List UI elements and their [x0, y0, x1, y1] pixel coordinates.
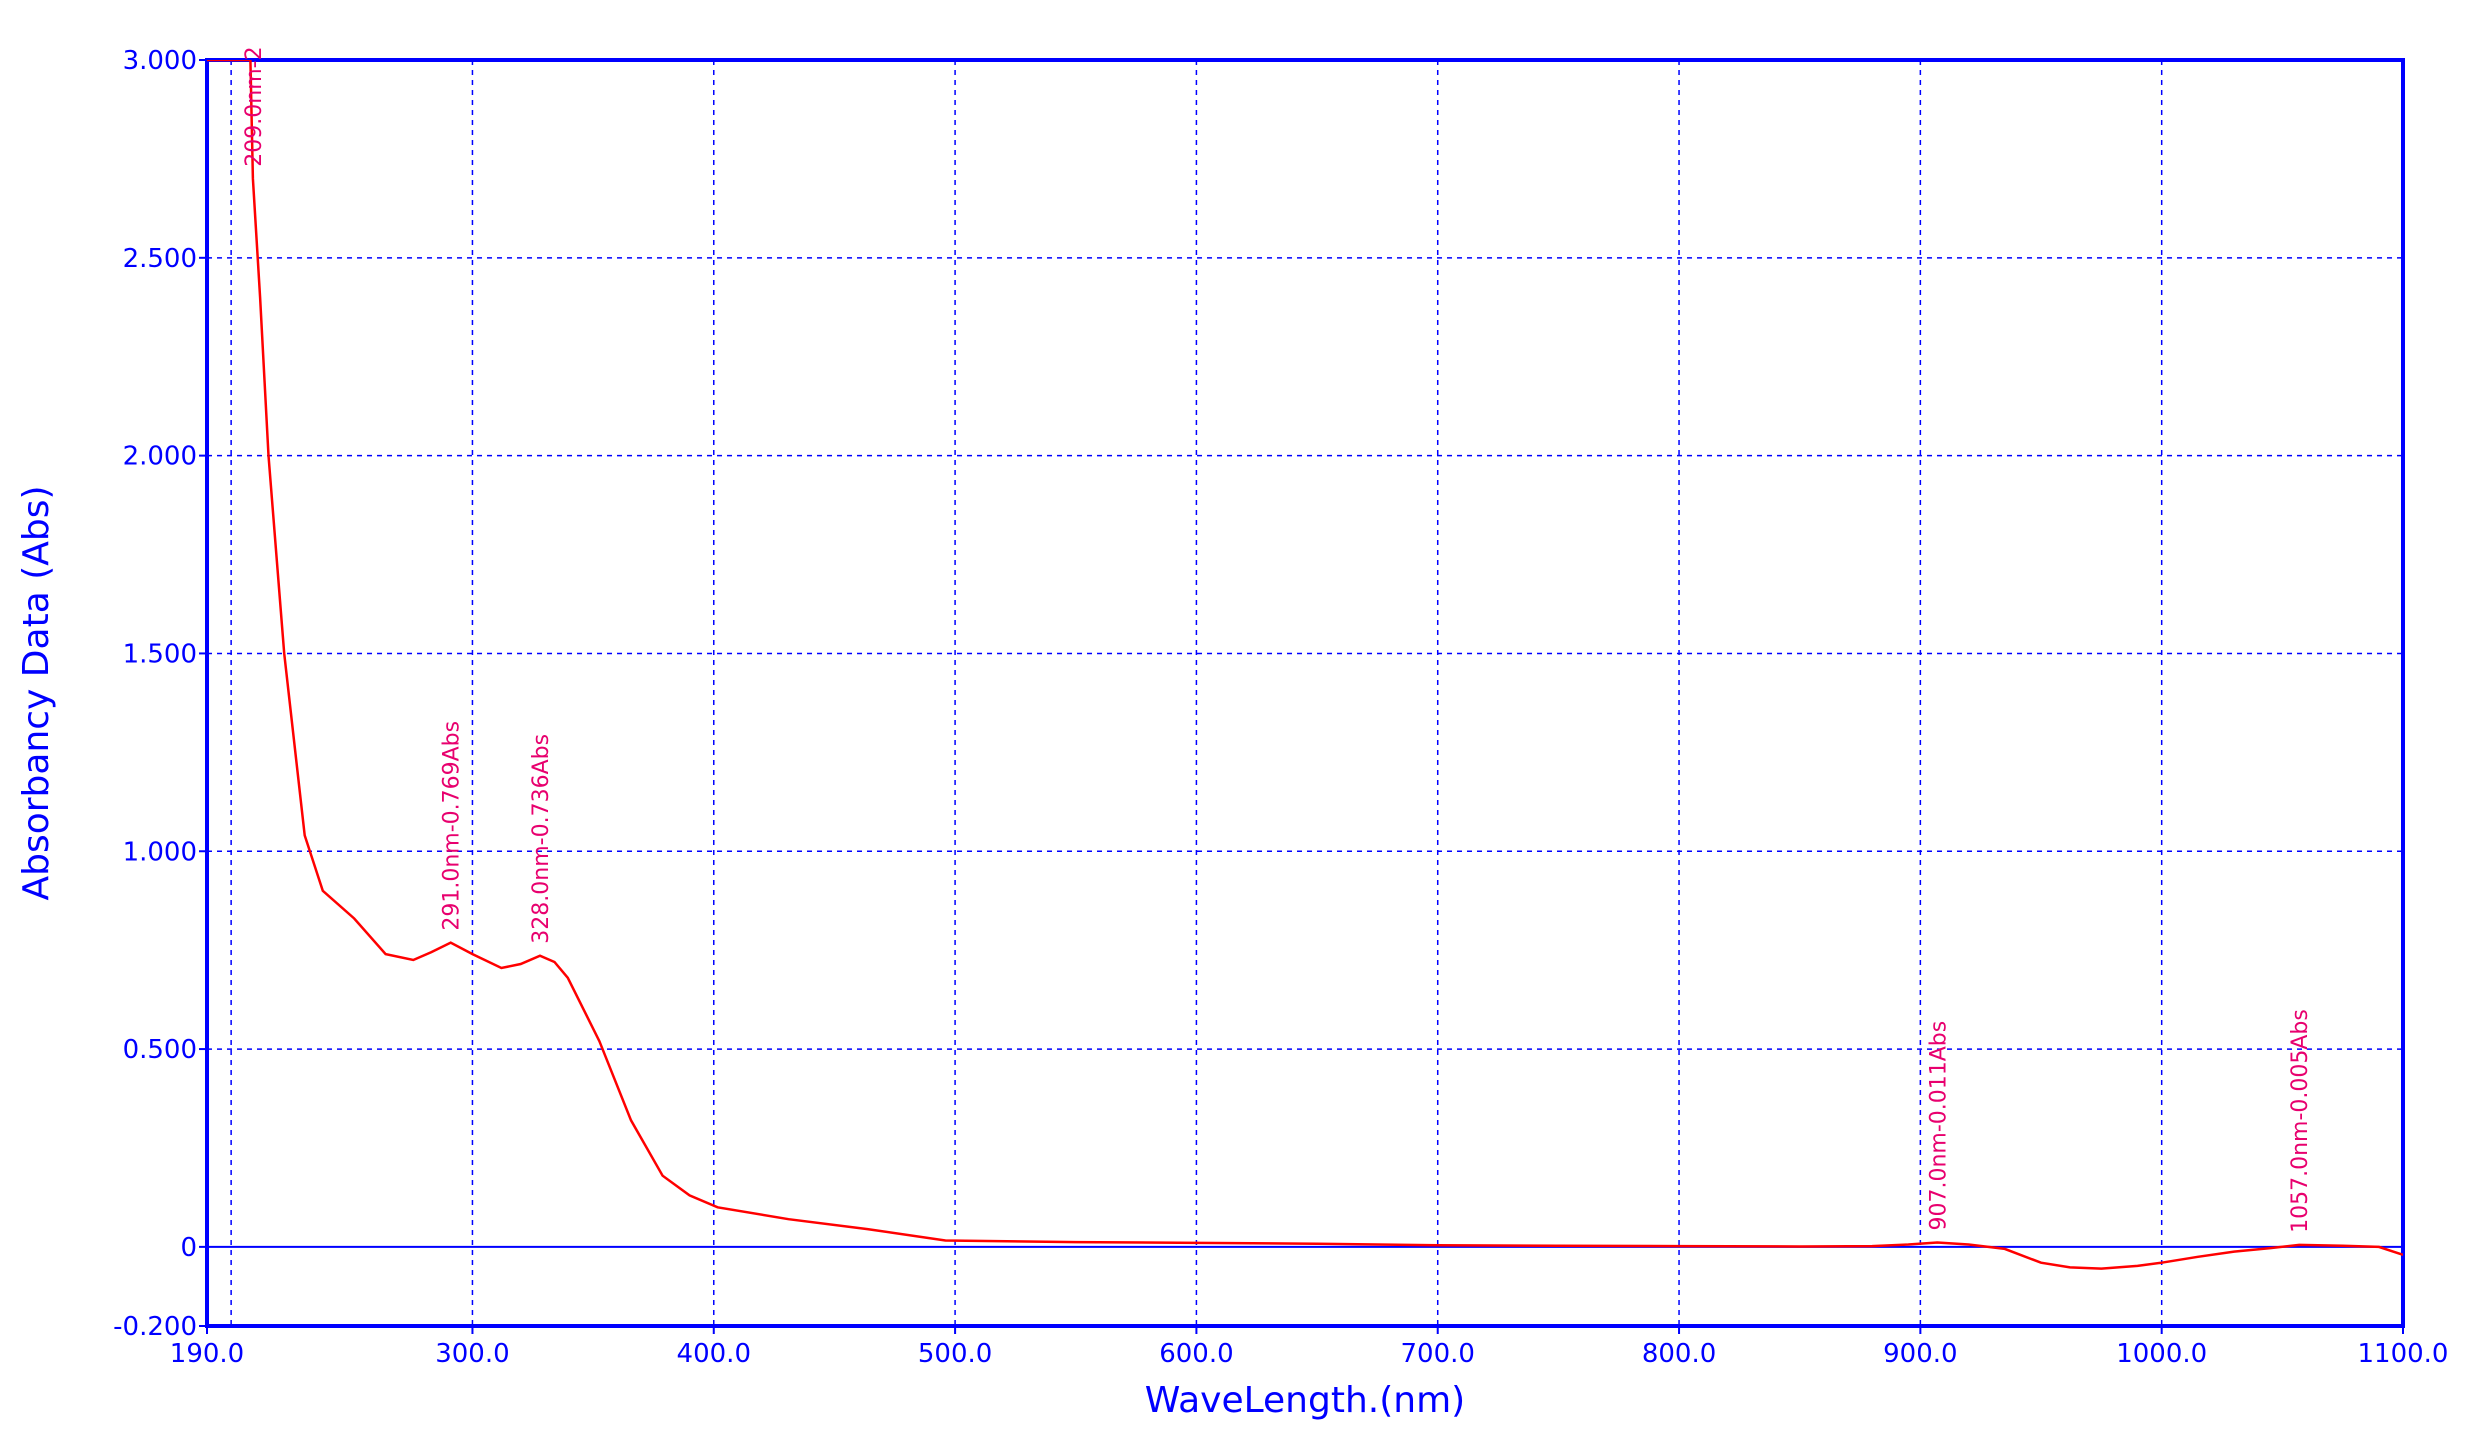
x-tick-label: 300.0: [435, 1339, 509, 1369]
x-tick-label: 400.0: [677, 1339, 751, 1369]
y-tick-label: 3.000: [123, 46, 197, 76]
x-tick-label: 600.0: [1159, 1339, 1233, 1369]
y-tick-label: 0.500: [123, 1035, 197, 1065]
x-axis-label: WaveLength.(nm): [1145, 1380, 1465, 1421]
data-line: [207, 60, 2403, 1270]
y-tick-label: 2.500: [123, 244, 197, 274]
peak-annotation: 907.0nm-0.011Abs: [1926, 1021, 1951, 1231]
x-tick-label: 1000.0: [2116, 1339, 2207, 1369]
y-tick-label: 1.500: [123, 639, 197, 669]
peak-annotation: 328.0nm-0.736Abs: [529, 734, 554, 944]
x-tick-label: 900.0: [1883, 1339, 1957, 1369]
y-tick-label: 2.000: [123, 442, 197, 472]
y-tick-label: 1.000: [123, 837, 197, 867]
x-tick-label: 1100.0: [2358, 1339, 2449, 1369]
x-tick-label: 500.0: [918, 1339, 992, 1369]
peak-annotation: 209.0nm-2: [242, 46, 267, 166]
x-tick-label: 700.0: [1401, 1339, 1475, 1369]
plot-frame: [205, 58, 2405, 1328]
x-tick-label: 190.0: [170, 1339, 244, 1369]
peak-annotation: 1057.0nm-0.005Abs: [2288, 1009, 2313, 1233]
x-tick-label: 800.0: [1642, 1339, 1716, 1369]
y-tick-label: 0: [180, 1233, 197, 1263]
peak-annotation: 291.0nm-0.769Abs: [440, 721, 465, 931]
y-tick-label: -0.200: [113, 1312, 197, 1342]
y-axis-label: Absorbancy Data (Abs): [16, 485, 57, 900]
